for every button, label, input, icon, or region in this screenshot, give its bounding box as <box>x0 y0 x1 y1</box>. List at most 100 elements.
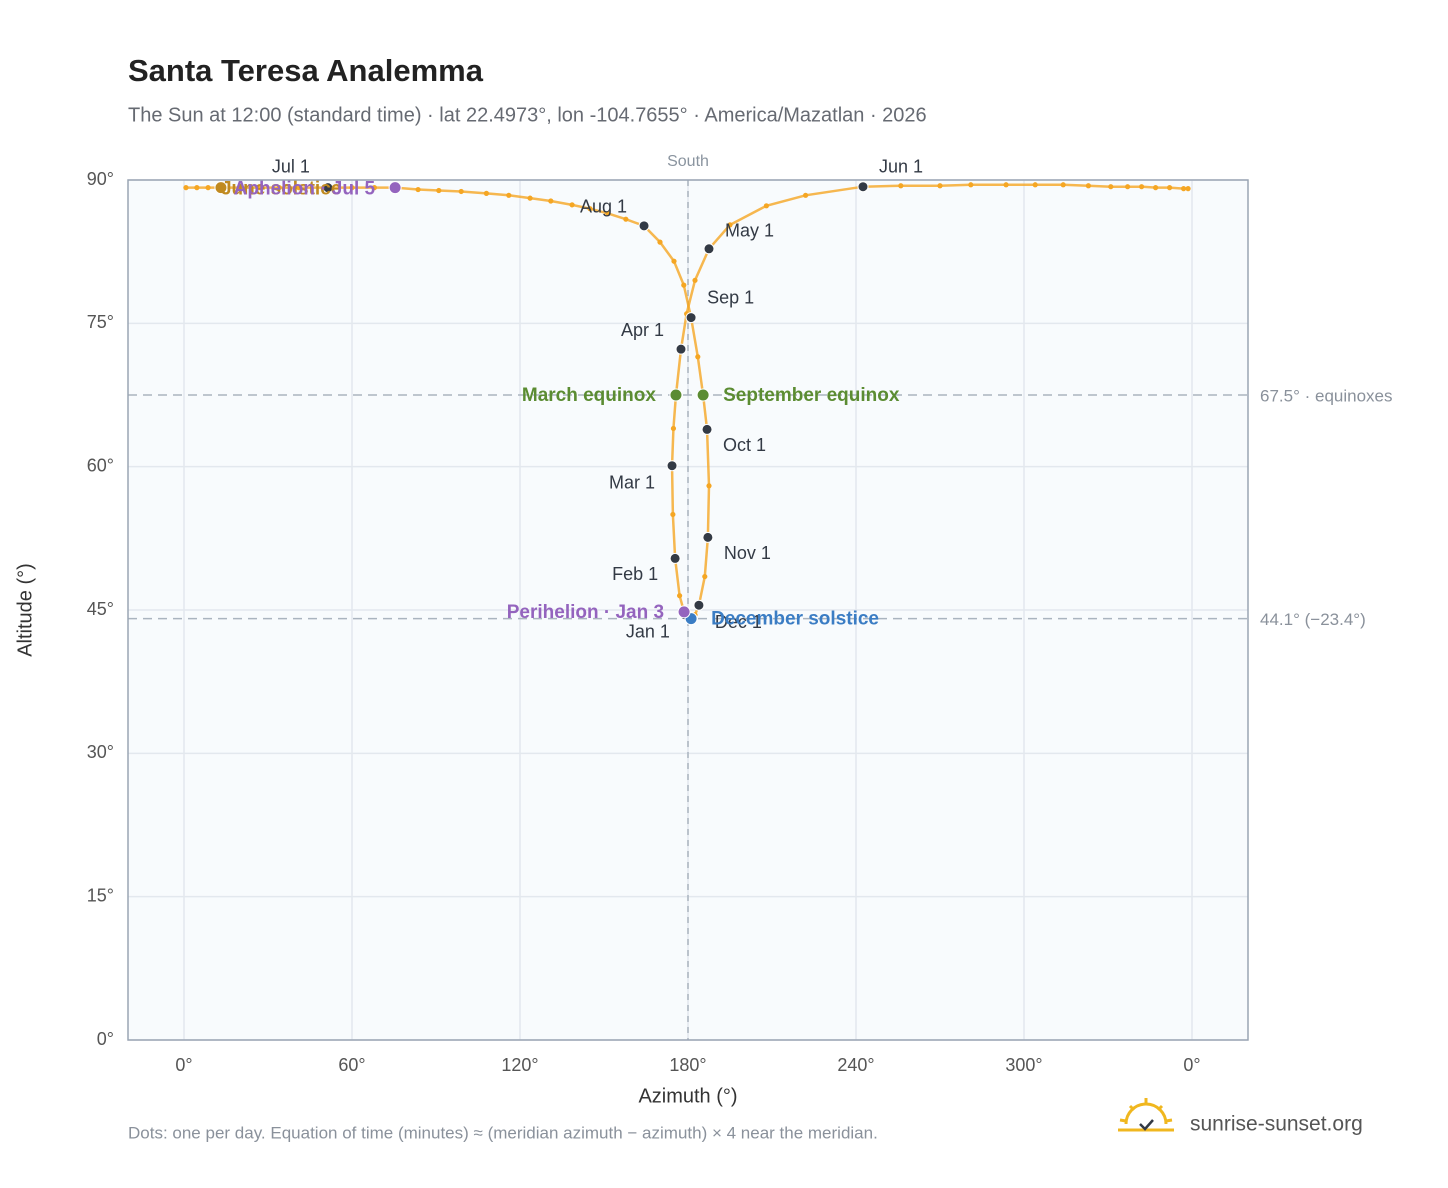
x-tick-label: 300° <box>1005 1055 1042 1075</box>
analemma-dot <box>605 210 611 217</box>
reference-label: 67.5° · equinoxes <box>1260 386 1393 405</box>
month-label: Sep 1 <box>707 287 754 307</box>
plot-layer: Jan 1 Feb 1 Mar 1 Apr 1 May 1 Jun 1 Jul 1 Aug 1… <box>128 156 1248 1041</box>
month-label: Jan 1 <box>626 622 670 642</box>
analemma-dot <box>483 190 489 196</box>
analemma-dot <box>548 198 554 204</box>
analemma-dot <box>371 185 377 191</box>
analemma-dot <box>506 192 512 198</box>
month-marker <box>666 460 678 472</box>
analemma-dot <box>276 185 282 191</box>
analemma-dot <box>349 185 355 191</box>
month-marker <box>638 220 650 232</box>
event-marker <box>669 388 683 402</box>
analemma-dot <box>1125 184 1131 190</box>
analemma-dot <box>763 203 770 209</box>
month-marker <box>675 343 687 355</box>
y-tick-label: 30° <box>87 742 114 762</box>
analemma-dot <box>587 206 593 212</box>
analemma-dot <box>205 185 211 191</box>
analemma-dot <box>681 282 687 288</box>
analemma-dot <box>1139 184 1145 190</box>
analemma-dot <box>670 511 676 518</box>
month-label: Jul 1 <box>272 156 310 176</box>
logo <box>1118 1098 1174 1132</box>
month-marker <box>685 312 697 324</box>
analemma-dot <box>670 425 677 432</box>
analemma-dot <box>671 258 677 264</box>
month-marker <box>702 531 714 543</box>
analemma-dot <box>569 202 575 208</box>
analemma-dot <box>623 216 629 222</box>
event-marker <box>214 181 228 195</box>
x-tick-label: 120° <box>501 1055 538 1075</box>
month-label: Nov 1 <box>724 543 771 563</box>
event-label: June solstice <box>221 179 341 200</box>
analemma-dot <box>194 185 200 191</box>
x-tick-label: 240° <box>837 1055 874 1075</box>
analemma-dot <box>1032 182 1038 188</box>
analemma-dot <box>527 195 533 201</box>
event-label: Perihelion · Jan 3 <box>507 602 664 623</box>
analemma-dot <box>937 183 943 189</box>
analemma-dot <box>1003 182 1009 188</box>
analemma-dot <box>657 239 663 245</box>
analemma-dot <box>677 593 683 599</box>
analemma-dot <box>702 573 708 580</box>
month-marker <box>703 243 715 255</box>
chart-title: Santa Teresa Analemma <box>128 53 484 88</box>
event-label: March equinox <box>522 385 657 406</box>
analemma-dot <box>415 186 421 193</box>
analemma-dot <box>1060 182 1066 188</box>
analemma-dot <box>1181 186 1187 192</box>
y-tick-label: 15° <box>87 885 114 905</box>
y-tick-label: 60° <box>87 455 114 475</box>
analemma-dot <box>183 185 189 191</box>
month-marker <box>701 423 713 435</box>
month-marker <box>693 599 705 611</box>
analemma-dot <box>237 185 243 191</box>
analemma-dot <box>898 183 904 189</box>
analemma-dot <box>257 185 263 191</box>
event-label: Aphelion · Jul 5 <box>234 179 376 200</box>
analemma-dot <box>1185 186 1191 192</box>
analemma-dot <box>1085 183 1091 189</box>
y-tick-label: 0° <box>97 1029 114 1049</box>
month-marker <box>669 552 681 564</box>
x-tick-label: 0° <box>175 1055 192 1075</box>
analemma-dot <box>1108 184 1114 190</box>
plot-frame <box>127 179 1249 1041</box>
event-marker <box>388 181 402 195</box>
x-tick-label: 60° <box>338 1055 365 1075</box>
chart-subtitle: The Sun at 12:00 (standard time) · lat 2… <box>128 104 927 126</box>
analemma-dot <box>803 192 809 198</box>
brand: sunrise-sunset.org <box>1190 1113 1363 1136</box>
event-label: December solstice <box>711 609 879 630</box>
reference-label: 44.1° (−23.4°) <box>1260 610 1366 629</box>
analemma-dot <box>1153 185 1159 191</box>
footnote: Dots: one per day. Equation of time (min… <box>128 1123 878 1142</box>
x-axis-label: Azimuth (°) <box>638 1085 737 1107</box>
y-tick-label: 90° <box>87 169 114 189</box>
event-marker <box>677 605 691 619</box>
analemma-dot <box>296 185 302 191</box>
y-tick-label: 45° <box>87 599 114 619</box>
month-label: Apr 1 <box>621 320 664 340</box>
month-label: Aug 1 <box>580 197 627 217</box>
event-marker <box>696 388 710 402</box>
analemma-dot <box>727 222 733 228</box>
analemma-dot <box>458 188 464 195</box>
month-marker <box>857 181 869 193</box>
month-label: Dec 1 <box>715 612 762 632</box>
y-axis-label: Altitude (°) <box>14 563 36 657</box>
analemma-dot <box>692 277 698 283</box>
analemma-dot <box>1167 185 1173 191</box>
analemma-dot <box>436 187 442 194</box>
analemma-dot <box>695 354 701 360</box>
analemma-dot <box>706 483 712 489</box>
month-label: Jun 1 <box>879 156 923 176</box>
month-label: Mar 1 <box>609 472 655 492</box>
month-label: Feb 1 <box>612 564 658 584</box>
y-tick-label: 75° <box>87 312 114 332</box>
